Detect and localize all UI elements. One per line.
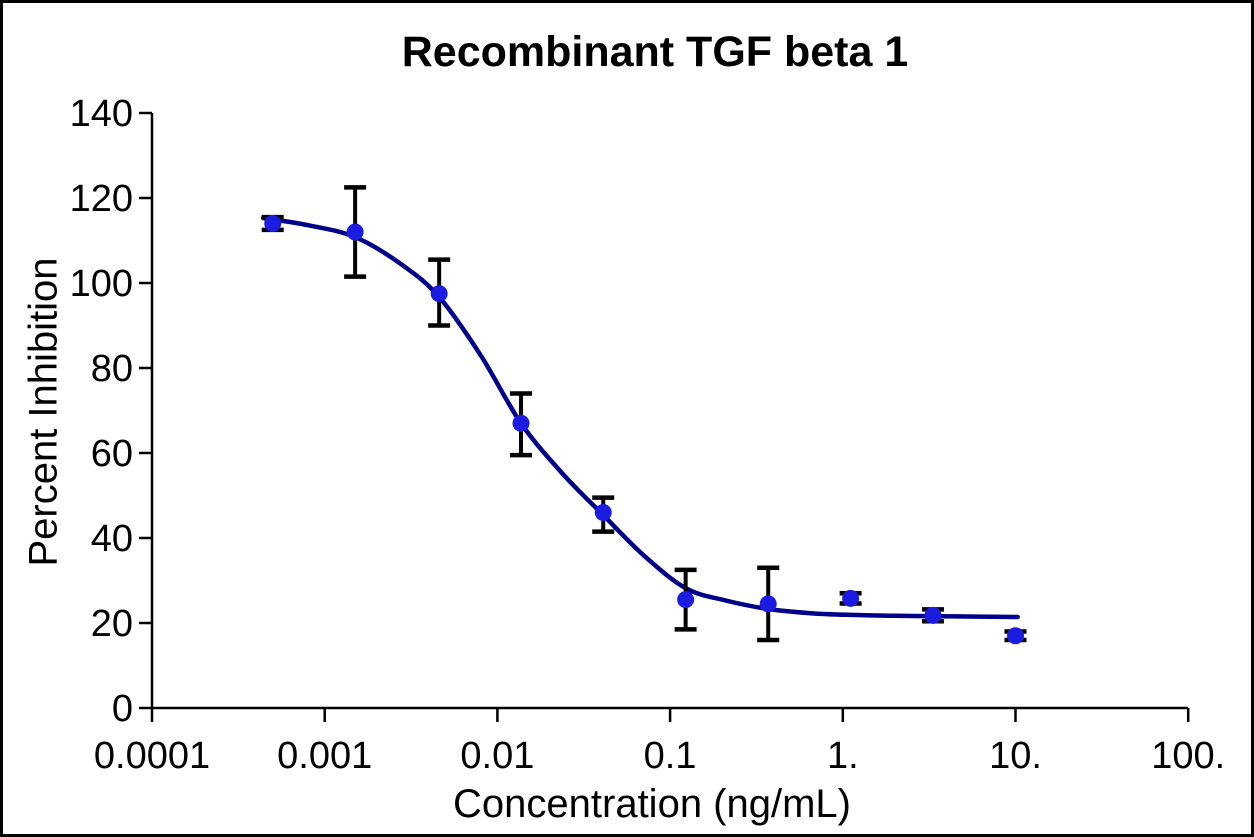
- y-tick-label: 80: [91, 348, 133, 390]
- x-axis-title: Concentration (ng/mL): [453, 782, 851, 826]
- y-tick-label: 120: [70, 178, 133, 220]
- data-point: [594, 504, 612, 521]
- x-tick-label: 1.: [827, 735, 859, 777]
- x-tick-label: 100.: [1151, 735, 1225, 777]
- x-tick-label: 0.0001: [94, 735, 210, 777]
- y-tick-label: 20: [91, 603, 133, 645]
- data-point: [677, 591, 695, 609]
- y-tick-label: 100: [70, 263, 133, 305]
- y-tick-label: 0: [112, 688, 133, 730]
- data-point: [842, 589, 860, 607]
- data-point: [264, 215, 282, 232]
- chart-title: Recombinant TGF beta 1: [401, 28, 909, 76]
- y-tick-label: 140: [70, 93, 133, 135]
- data-point: [512, 414, 530, 432]
- x-tick-label: 0.001: [277, 735, 372, 777]
- x-tick-label: 0.01: [460, 735, 534, 777]
- fit-curve: [260, 215, 1020, 620]
- y-tick-label: 40: [91, 518, 133, 560]
- data-point: [759, 595, 777, 613]
- y-tick-label: 60: [91, 433, 133, 475]
- x-tick-label: 0.1: [644, 735, 697, 777]
- data-point: [430, 285, 448, 303]
- data-point: [346, 223, 364, 241]
- data-point: [1007, 627, 1024, 645]
- x-tick-label: 10.: [989, 735, 1042, 777]
- data-point: [924, 606, 942, 624]
